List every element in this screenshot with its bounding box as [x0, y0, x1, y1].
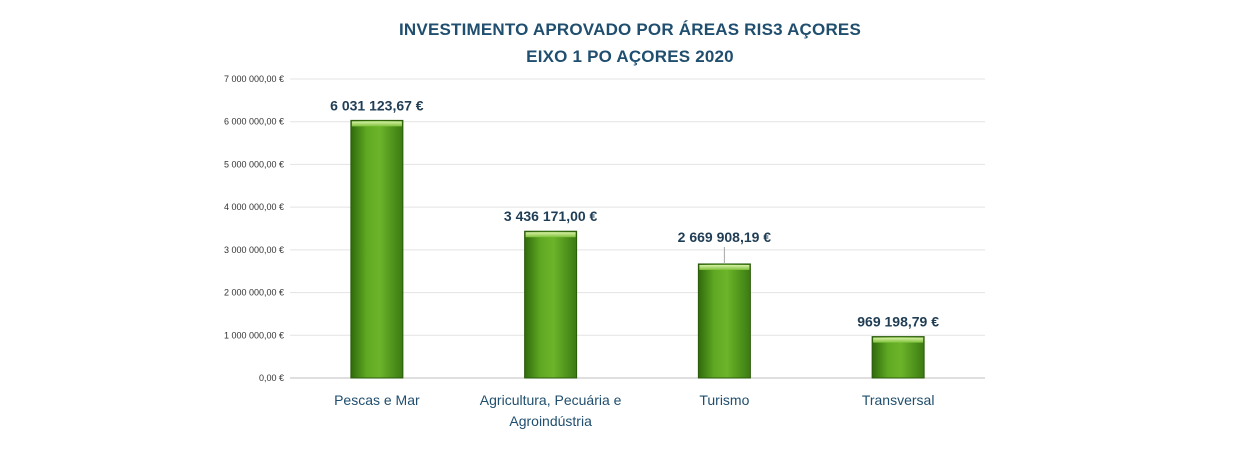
bar-cap [525, 232, 576, 238]
bar-cap [873, 337, 924, 343]
bar-cap [351, 121, 402, 127]
y-tick-label: 7 000 000,00 € [224, 74, 284, 84]
category-label: Agricultura, Pecuária e [480, 392, 622, 408]
category-label: Turismo [699, 392, 749, 408]
bar-body [871, 336, 925, 379]
bar-cap [699, 264, 750, 270]
y-tick-label: 6 000 000,00 € [224, 117, 284, 127]
data-labels: 6 031 123,67 € 3 436 171,00 € 2 669 908,19… [330, 97, 939, 329]
bar-3 [871, 336, 925, 379]
data-label: 2 669 908,19 € [678, 229, 772, 245]
y-axis-ticks: 0,00 € 1 000 000,00 € 2 000 000,00 € 3 000 … [224, 74, 284, 383]
data-label: 3 436 171,00 € [504, 208, 598, 224]
grid-lines [290, 78, 985, 379]
bar-body [350, 119, 404, 379]
bar-2 [697, 263, 751, 379]
category-labels: Pescas e Mar Agricultura, Pecuária e Agroi… [334, 392, 934, 429]
data-label: 969 198,79 € [857, 314, 939, 330]
y-tick-label: 3 000 000,00 € [224, 245, 284, 255]
y-tick-label: 2 000 000,00 € [224, 288, 284, 298]
y-tick-label: 4 000 000,00 € [224, 202, 284, 212]
y-tick-label: 5 000 000,00 € [224, 159, 284, 169]
category-label: Pescas e Mar [334, 392, 420, 408]
y-tick-label: 1 000 000,00 € [224, 330, 284, 340]
bar-1 [524, 230, 578, 379]
data-label: 6 031 123,67 € [330, 97, 424, 113]
category-label: Agroindústria [509, 413, 592, 429]
bar-0 [350, 119, 404, 379]
bar-body [697, 263, 751, 379]
y-tick-label: 0,00 € [259, 373, 284, 383]
chart-title: INVESTIMENTO APROVADO POR ÁREAS RIS3 AÇO… [399, 20, 861, 39]
bars [350, 119, 925, 379]
bar-body [524, 230, 578, 379]
category-label: Transversal [862, 392, 935, 408]
chart-subtitle: EIXO 1 PO AÇORES 2020 [526, 47, 734, 66]
